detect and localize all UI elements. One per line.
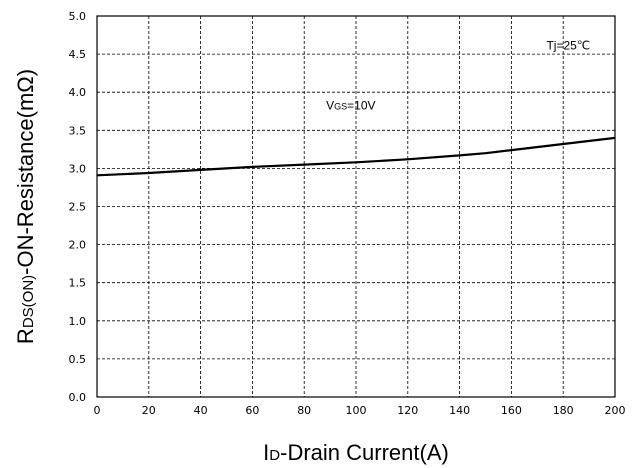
- y-tick-label: 2.0: [69, 239, 87, 252]
- annotation-0: VGS=10V: [326, 99, 375, 113]
- annotation-main: Tj=25℃: [546, 39, 590, 53]
- x-tick-label: 100: [346, 404, 367, 417]
- y-axis-ticks: 0.0 0.5 1.0 1.5 2.0 2.5 3.0 3.5 4.0 4.5 5.0: [69, 10, 87, 404]
- y-tick-label: 0.5: [69, 353, 87, 366]
- x-axis-ticks: 0 20 40 60 80 100 120 140 160 180 200: [94, 404, 626, 417]
- annotation-1: Tj=25℃: [546, 39, 590, 53]
- y-axis-label-rest: -ON-Resistance(mΩ): [13, 69, 38, 275]
- annotation-sub: GS: [334, 102, 347, 112]
- x-tick-label: 20: [142, 404, 156, 417]
- y-tick-label: 1.5: [69, 277, 87, 290]
- y-tick-label: 1.0: [69, 315, 87, 328]
- annotation-rest: =10V: [347, 99, 375, 113]
- x-tick-label: 120: [397, 404, 418, 417]
- y-tick-label: 3.5: [69, 124, 87, 137]
- x-tick-label: 140: [449, 404, 470, 417]
- y-tick-label: 2.5: [69, 201, 87, 214]
- y-axis-label-main: R: [13, 328, 38, 344]
- x-tick-label: 180: [553, 404, 574, 417]
- y-tick-label: 4.0: [69, 86, 87, 99]
- x-tick-label: 160: [501, 404, 522, 417]
- x-tick-label: 0: [94, 404, 101, 417]
- x-tick-label: 60: [245, 404, 259, 417]
- chart-annotations: VGS=10V Tj=25℃: [326, 39, 590, 113]
- x-tick-label: 200: [605, 404, 626, 417]
- chart-grid: [97, 16, 615, 397]
- x-tick-label: 80: [297, 404, 311, 417]
- x-axis-label-rest: -Drain Current(A): [280, 440, 449, 465]
- y-tick-label: 5.0: [69, 10, 87, 23]
- y-axis-label-sub: DS(ON): [20, 275, 37, 328]
- x-tick-label: 40: [194, 404, 208, 417]
- x-axis-label-main: I: [263, 440, 269, 465]
- y-tick-label: 3.0: [69, 162, 87, 175]
- y-axis-label: RDS(ON)-ON-Resistance(mΩ): [13, 69, 38, 344]
- x-axis-label: ID-Drain Current(A): [263, 440, 449, 465]
- x-axis-label-sub: D: [269, 447, 280, 464]
- y-tick-label: 0.0: [69, 391, 87, 404]
- plot-frame: [96, 15, 616, 398]
- annotation-main: V: [326, 99, 334, 113]
- chart-series: [96, 136, 616, 177]
- series-line-0: [96, 136, 616, 177]
- y-tick-label: 4.5: [69, 48, 87, 61]
